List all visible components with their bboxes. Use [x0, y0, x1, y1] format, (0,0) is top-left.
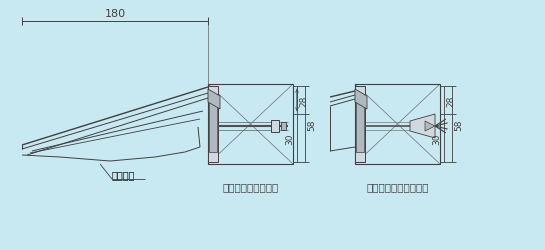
- Text: 30: 30: [285, 133, 294, 144]
- Text: 水抜き穴: 水抜き穴: [112, 169, 136, 179]
- Bar: [209, 94, 217, 152]
- Text: 58: 58: [307, 119, 316, 130]
- Text: 30: 30: [432, 133, 441, 144]
- Text: 28: 28: [299, 95, 308, 106]
- Text: 水抜き穴: 水抜き穴: [112, 169, 136, 179]
- Text: 180: 180: [105, 9, 125, 19]
- Text: （内部ナット止式）: （内部ナット止式）: [222, 181, 278, 191]
- Polygon shape: [410, 114, 435, 138]
- Polygon shape: [355, 90, 367, 110]
- Bar: [208, 85, 293, 164]
- Bar: [355, 87, 365, 162]
- Text: 58: 58: [454, 119, 463, 130]
- Bar: [356, 94, 364, 152]
- Bar: [271, 120, 279, 132]
- Text: （外部アンカー止式）: （外部アンカー止式）: [366, 181, 429, 191]
- Polygon shape: [425, 122, 435, 132]
- Bar: [355, 85, 440, 164]
- Text: 28: 28: [446, 95, 455, 106]
- Polygon shape: [208, 90, 220, 110]
- Bar: [281, 122, 286, 130]
- Bar: [208, 87, 218, 162]
